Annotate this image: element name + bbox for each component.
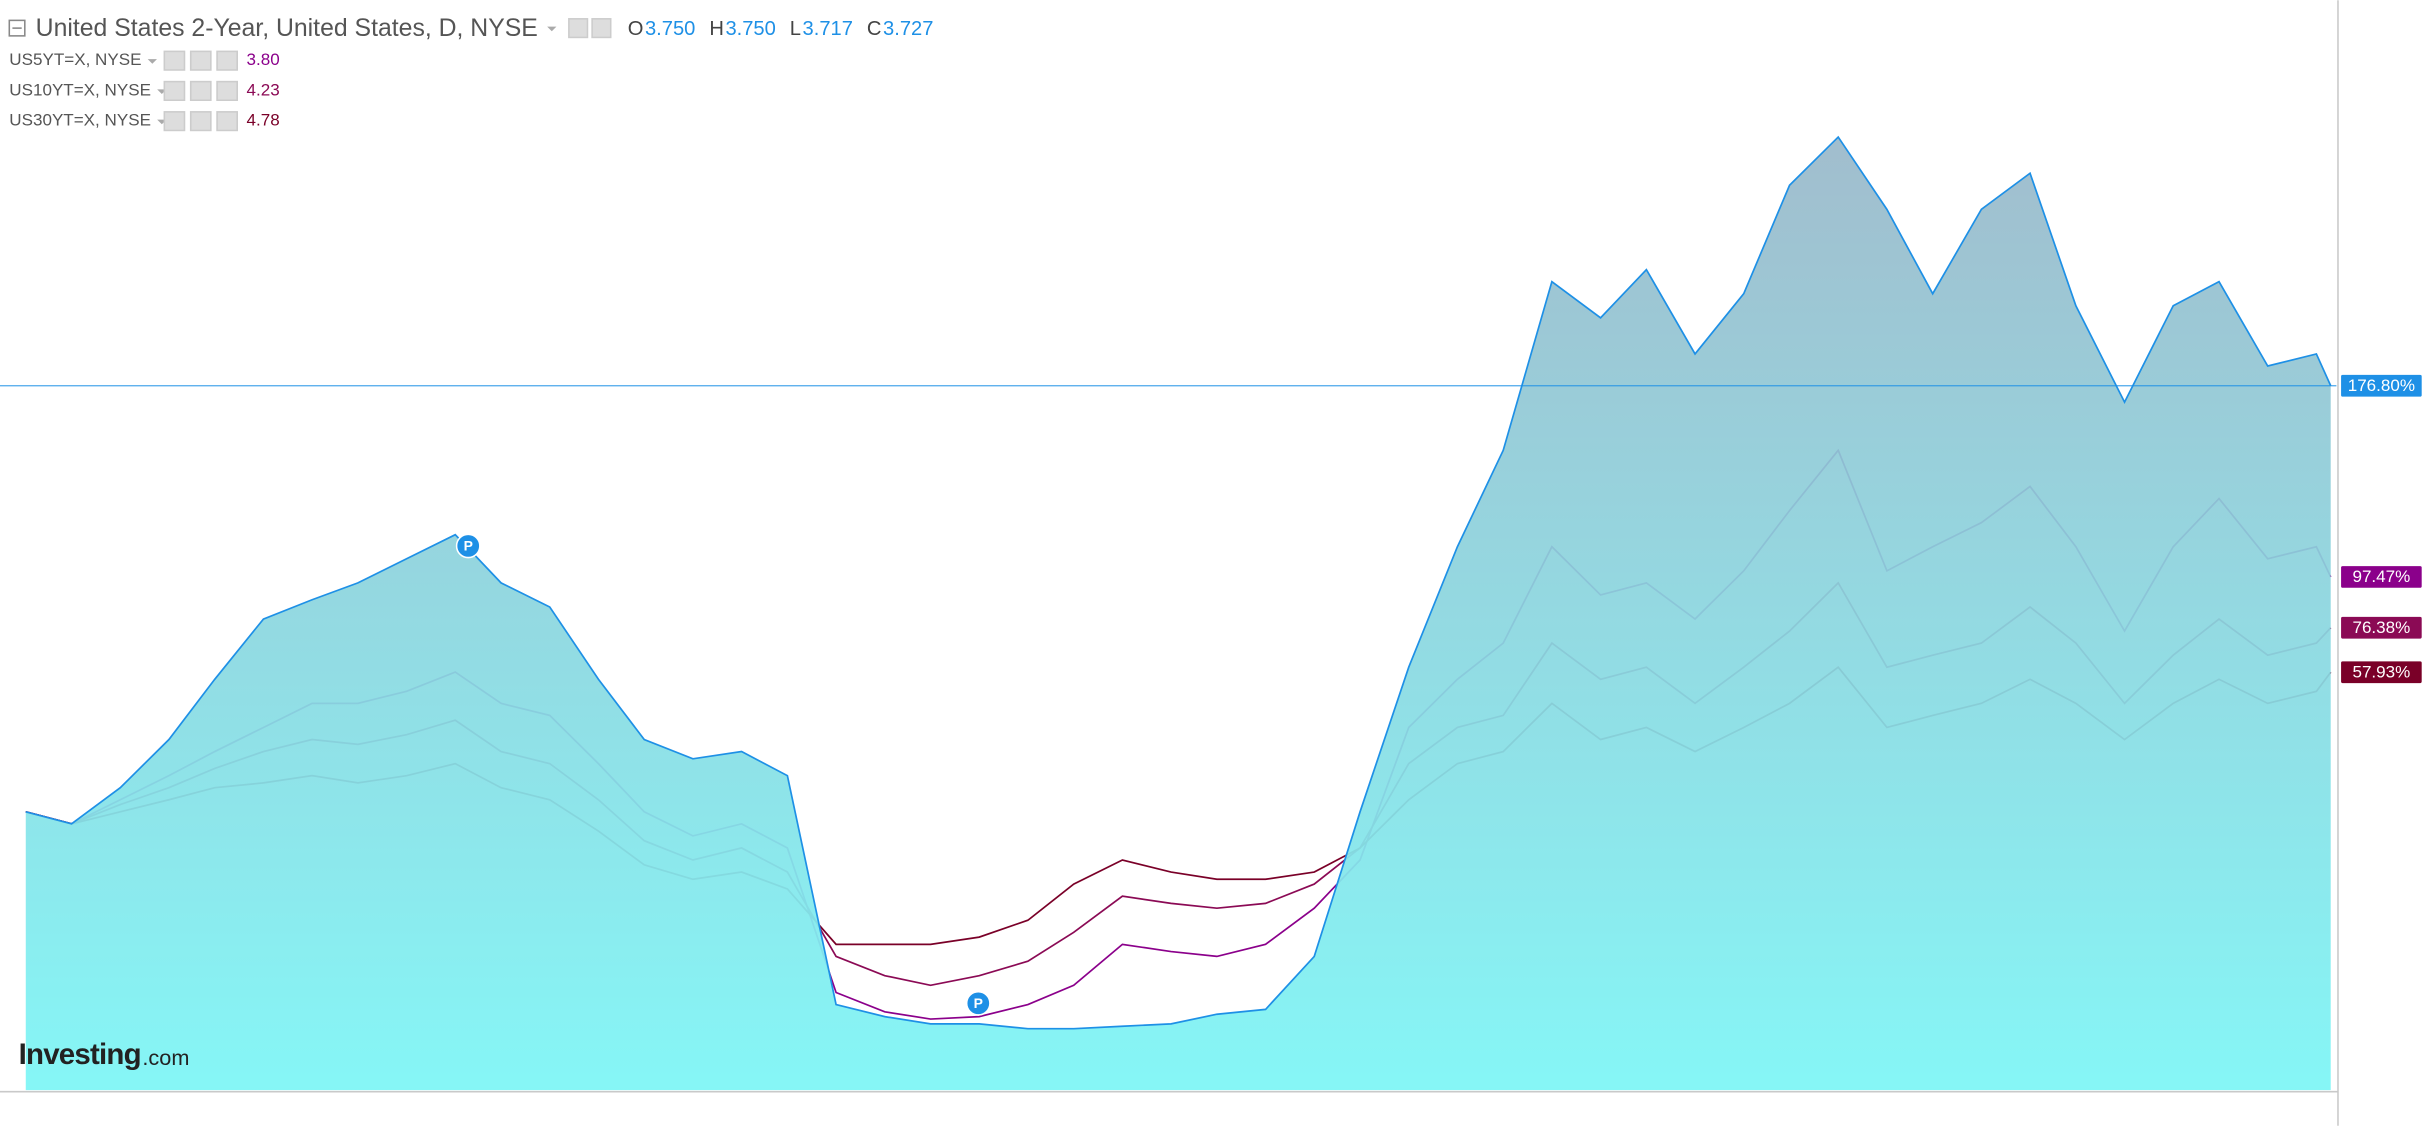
- area-series: [25, 135, 2332, 1091]
- legend-icon: [163, 80, 186, 101]
- ohlc-value: 3.717: [803, 18, 853, 40]
- dropdown-icon: [547, 26, 557, 32]
- header: United States 2-Year, United States, D, …: [8, 15, 933, 1071]
- event-marker: [455, 533, 481, 559]
- ohlc-value: 3.727: [883, 18, 933, 40]
- logo-name: Investing: [19, 1038, 141, 1071]
- legend-icon: [163, 111, 186, 132]
- logo-suffix: .com: [142, 1045, 189, 1070]
- legend-quote: 4.78: [247, 111, 280, 130]
- settings-icon: [568, 18, 589, 39]
- area-fill: [25, 137, 2331, 1091]
- end-label: 76.38%: [2352, 618, 2410, 637]
- ohlc-value: 3.750: [725, 18, 775, 40]
- end-label: 176.80%: [2348, 376, 2415, 395]
- event-marker: [965, 990, 991, 1016]
- legend-icon: [189, 80, 212, 101]
- event-marker-label: P: [464, 537, 473, 553]
- legend-icon: [163, 50, 186, 71]
- end-label: 97.47%: [2352, 567, 2410, 586]
- ohlc-key: L: [790, 18, 801, 40]
- legend-name: US5YT=X, NYSE: [9, 50, 141, 69]
- axes: 176.80% 97.47% 76.38% 57.93%: [2341, 374, 2422, 684]
- legend-icon: [216, 80, 238, 101]
- legend-name: US10YT=X, NYSE: [9, 80, 151, 99]
- legend-icon: [216, 50, 238, 71]
- overlay: PP: [0, 385, 2337, 1016]
- end-label: 57.93%: [2352, 662, 2410, 681]
- area-line: [25, 135, 2332, 1030]
- end-label-box: [2341, 374, 2422, 397]
- legend-icon: [216, 111, 238, 132]
- end-label-box: [2341, 661, 2422, 684]
- ohlc-value: 3.750: [645, 18, 695, 40]
- dropdown-icon: [147, 59, 157, 64]
- end-label-box: [2341, 616, 2422, 639]
- legend-quote: 3.80: [247, 50, 280, 69]
- legend-icon: [189, 111, 212, 132]
- legend-quote: 4.23: [247, 80, 280, 99]
- settings-icon: [591, 18, 612, 39]
- ohlc-key: C: [867, 18, 882, 40]
- legend-name: US30YT=X, NYSE: [9, 111, 151, 130]
- end-label-box: [2341, 566, 2422, 588]
- main-title: United States 2-Year, United States, D, …: [36, 15, 538, 42]
- legend-icon: [189, 50, 212, 71]
- event-marker-label: P: [974, 995, 983, 1011]
- ohlc-key: O: [628, 18, 644, 40]
- ohlc-key: H: [709, 18, 724, 40]
